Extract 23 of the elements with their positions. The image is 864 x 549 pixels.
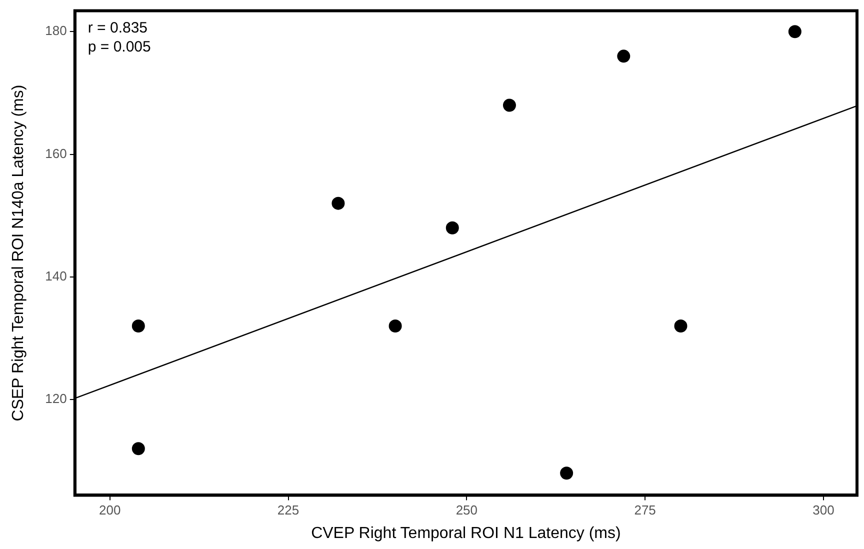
point bbox=[560, 466, 574, 480]
x-tick-label: 300 bbox=[812, 502, 834, 518]
y-axis-title: CSEP Right Temporal ROI N140a Latency (ms) bbox=[10, 84, 28, 422]
x-axis-title: CVEP Right Temporal ROI N1 Latency (ms) bbox=[311, 524, 621, 542]
x-tick-label: 275 bbox=[634, 502, 656, 518]
x-tick-label: 225 bbox=[277, 502, 300, 518]
y-tick-label: 160 bbox=[45, 146, 67, 161]
point bbox=[674, 319, 688, 332]
point bbox=[446, 221, 459, 234]
point bbox=[502, 98, 516, 112]
y-tick-label: 180 bbox=[45, 23, 67, 38]
annotation: r = 0.835 bbox=[88, 19, 148, 36]
y-tick-label: 140 bbox=[45, 268, 67, 284]
y-tick-label: 120 bbox=[45, 391, 67, 406]
x-tick-label: 200 bbox=[99, 502, 121, 518]
point bbox=[388, 319, 402, 332]
point bbox=[132, 442, 145, 456]
point bbox=[332, 196, 345, 210]
point bbox=[788, 25, 802, 38]
annotation: p = 0.005 bbox=[88, 38, 151, 56]
point bbox=[132, 319, 145, 332]
x-tick-label: 250 bbox=[456, 502, 478, 518]
point bbox=[617, 50, 630, 63]
